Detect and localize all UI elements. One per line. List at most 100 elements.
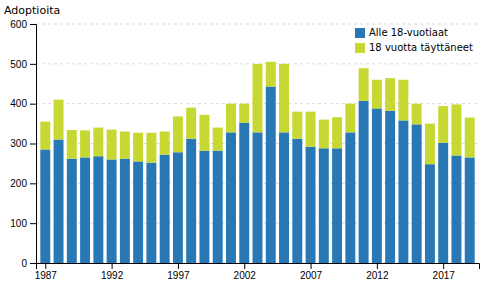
y-axis-line <box>30 25 37 264</box>
legend-swatch <box>355 28 365 38</box>
bar <box>319 120 329 149</box>
y-tick-label: 600 <box>10 19 27 30</box>
bar <box>146 133 156 163</box>
bar <box>465 118 475 158</box>
bar <box>226 132 236 263</box>
bar <box>359 101 369 263</box>
bar <box>412 124 422 263</box>
legend: Alle 18-vuotiaat 18 vuotta täyttäneet <box>355 27 473 53</box>
y-label: Adoptioita <box>4 4 60 17</box>
x-tick-label: 1997 <box>167 270 190 281</box>
x-tick-mark <box>443 263 444 269</box>
x-tick: 1987 <box>35 263 58 281</box>
bar <box>438 106 448 143</box>
bar <box>93 156 103 263</box>
y-axis: 0 100 200 300 400 500 600 <box>10 19 36 269</box>
y-tick: 200 <box>10 178 36 189</box>
x-tick-mark <box>45 263 46 269</box>
bar <box>133 133 143 162</box>
plot: 1987 1992 1997 2002 2007 2012 2017 0 100 200 300 40… <box>10 19 479 281</box>
bar <box>133 161 143 263</box>
bar <box>345 104 355 133</box>
bar <box>107 159 117 263</box>
bar-series <box>40 62 474 164</box>
bar <box>451 155 461 263</box>
y-tick-mark <box>30 263 36 264</box>
bar <box>385 111 395 263</box>
y-tick-label: 500 <box>10 59 27 70</box>
bar <box>226 104 236 133</box>
x-tick: 2017 <box>433 263 456 281</box>
x-tick: 1992 <box>101 263 124 281</box>
x-tick-mark <box>178 263 179 269</box>
bar <box>67 159 77 263</box>
bar <box>40 149 50 263</box>
y-tick: 600 <box>10 19 36 30</box>
bar <box>146 163 156 263</box>
bar <box>253 64 263 133</box>
bar <box>451 104 461 155</box>
bar <box>253 132 263 263</box>
bar <box>425 164 435 263</box>
bar <box>120 159 130 263</box>
x-tick-mark <box>244 263 245 269</box>
bar <box>385 78 395 111</box>
bar <box>160 155 170 263</box>
bar <box>398 80 408 121</box>
bar <box>54 100 64 140</box>
x-tick-label: 2017 <box>433 270 456 281</box>
legend-swatch <box>355 43 365 53</box>
x-axis-line <box>37 264 480 270</box>
y-tick-label: 200 <box>10 178 27 189</box>
x-tick-label: 2002 <box>234 270 257 281</box>
bar <box>54 140 64 263</box>
legend-label: 18 vuotta täyttäneet <box>369 42 473 53</box>
x-tick-label: 1987 <box>35 270 58 281</box>
x-tick-mark <box>311 263 312 269</box>
bar <box>279 64 289 133</box>
bar <box>465 157 475 263</box>
y-tick-mark <box>30 24 36 25</box>
bar <box>199 115 209 151</box>
bar <box>40 122 50 150</box>
bar <box>67 130 77 159</box>
bar <box>239 104 249 123</box>
bars <box>40 62 474 263</box>
y-tick: 0 <box>21 258 36 269</box>
bar <box>292 139 302 263</box>
bar <box>425 124 435 165</box>
bar <box>107 130 117 160</box>
bar <box>359 68 369 101</box>
x-tick: 2002 <box>234 263 257 281</box>
x-tick-label: 2012 <box>366 270 389 281</box>
bar <box>199 151 209 263</box>
bar <box>173 152 183 263</box>
y-tick-label: 400 <box>10 98 27 109</box>
bar <box>160 132 170 155</box>
bar <box>186 108 196 139</box>
bar <box>438 143 448 263</box>
bar <box>332 148 342 263</box>
bar <box>372 80 382 109</box>
y-tick-mark <box>30 144 36 145</box>
y-tick: 500 <box>10 59 36 70</box>
bar <box>80 157 90 263</box>
y-tick-label: 300 <box>10 138 27 149</box>
x-tick-label: 2007 <box>300 270 323 281</box>
bar <box>266 62 276 87</box>
x-tick: 2007 <box>300 263 323 281</box>
x-axis: 1987 1992 1997 2002 2007 2012 2017 <box>35 263 480 281</box>
legend-label: Alle 18-vuotiaat <box>369 27 448 38</box>
y-tick-label: 0 <box>21 258 27 269</box>
y-tick-mark <box>30 104 36 105</box>
bar <box>306 147 316 263</box>
bar <box>80 130 90 157</box>
x-tick-mark <box>112 263 113 269</box>
x-tick-label: 1992 <box>101 270 124 281</box>
bar <box>173 116 183 152</box>
bar <box>306 112 316 147</box>
bar <box>213 151 223 263</box>
y-tick-label: 100 <box>10 218 27 229</box>
bar <box>345 132 355 263</box>
bar <box>412 104 422 125</box>
